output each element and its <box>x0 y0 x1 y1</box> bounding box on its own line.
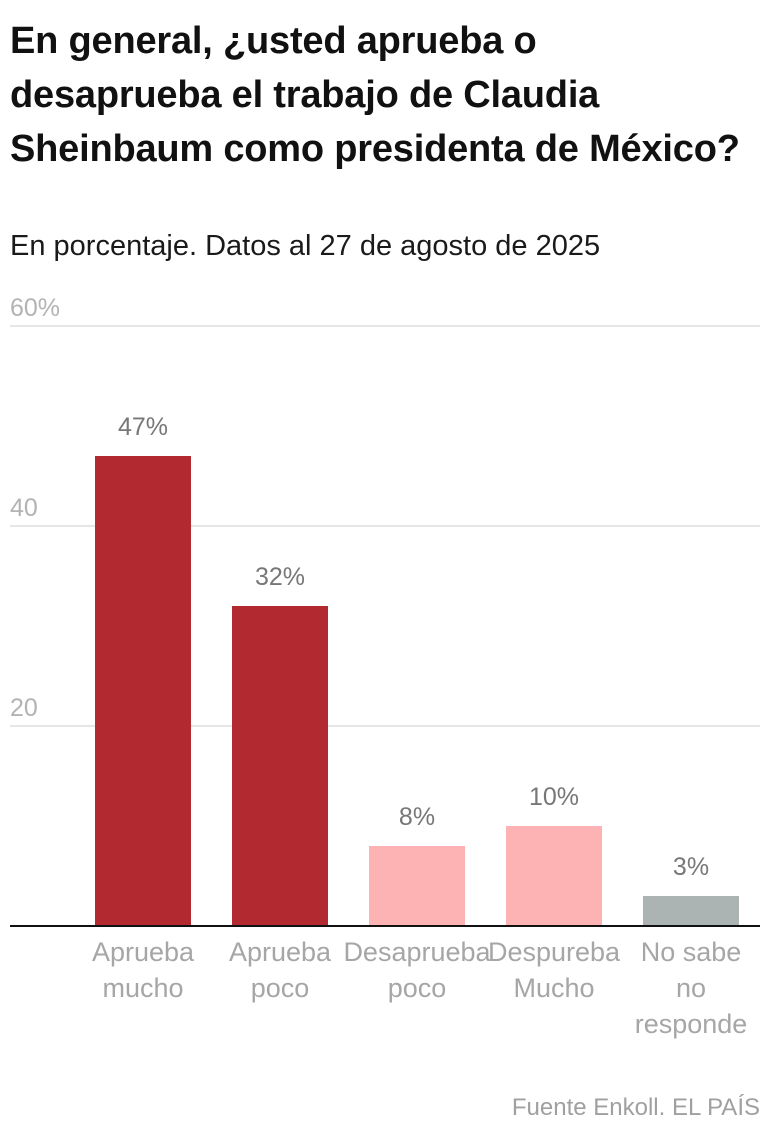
grid-lines: 20 40 60% <box>10 294 760 727</box>
category-label-line: Aprueba <box>229 937 332 967</box>
category-label-1: Aprueba mucho <box>92 937 195 1003</box>
category-label-line: Desaprueba <box>343 937 491 967</box>
category-label-line: Mucho <box>513 973 594 1003</box>
category-label-line: mucho <box>102 973 183 1003</box>
category-label-4: Despureba Mucho <box>488 937 621 1003</box>
data-label-4: 10% <box>529 783 579 811</box>
data-label-2: 32% <box>255 563 305 591</box>
bar-1 <box>95 456 191 926</box>
category-label-line: Aprueba <box>92 937 195 967</box>
category-label-line: responde <box>635 1009 748 1039</box>
y-tick-label-60: 60% <box>10 294 60 322</box>
category-label-line: poco <box>251 973 310 1003</box>
data-label-1: 47% <box>118 413 168 441</box>
category-label-2: Aprueba poco <box>229 937 332 1003</box>
source-credit: Fuente Enkoll. EL PAÍS <box>511 1094 760 1121</box>
data-label-3: 8% <box>399 803 435 831</box>
category-label-line: No sabe <box>641 937 742 967</box>
chart-title: En general, ¿usted aprueba o desaprueba … <box>10 20 740 170</box>
category-label-line: Despureba <box>488 937 621 967</box>
category-label-line: poco <box>388 973 447 1003</box>
y-tick-label-20: 20 <box>10 694 38 722</box>
bar-4 <box>506 826 602 926</box>
bar-5 <box>643 896 739 926</box>
chart-subtitle: En porcentaje. Datos al 27 de agosto de … <box>10 230 601 262</box>
data-labels: 47% 32% 8% 10% 3% <box>118 413 709 881</box>
category-label-3: Desaprueba poco <box>343 937 491 1003</box>
data-label-5: 3% <box>673 853 709 881</box>
bar-3 <box>369 846 465 926</box>
y-tick-label-40: 40 <box>10 494 38 522</box>
bar-2 <box>232 606 328 926</box>
category-label-5: No sabe no responde <box>635 937 748 1039</box>
bars <box>95 456 739 926</box>
category-label-line: no <box>676 973 706 1003</box>
